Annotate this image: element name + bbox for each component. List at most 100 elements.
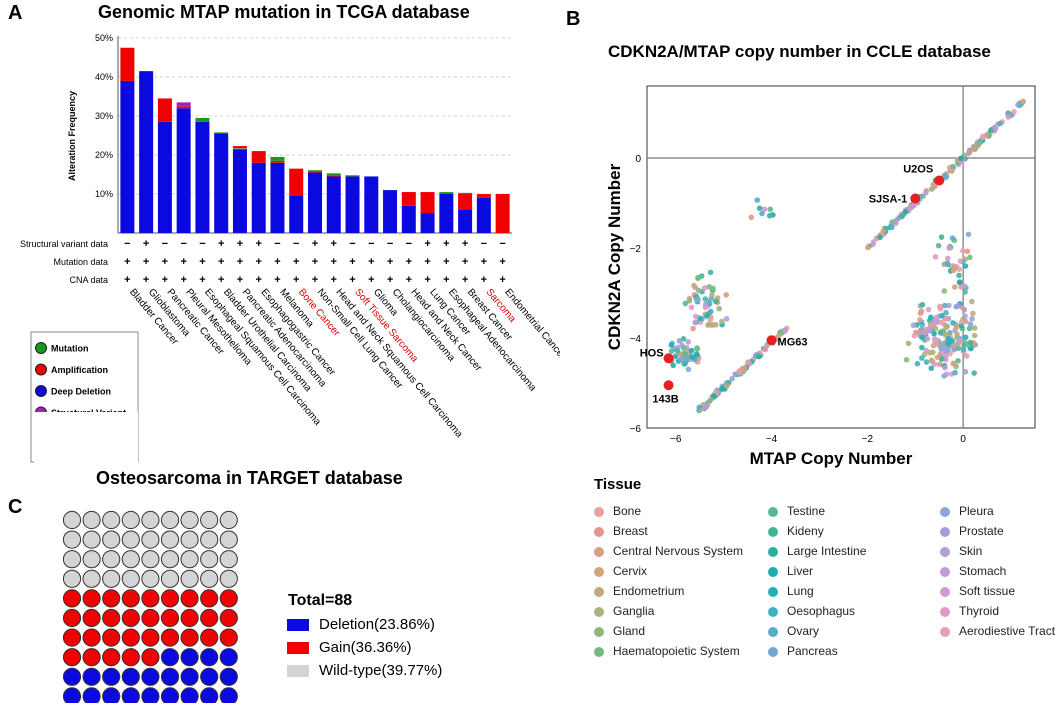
scatter-point	[967, 339, 974, 346]
tissue-legend-item: Testine	[768, 504, 825, 518]
waffle-legend-item: Deletion(23.86%)	[287, 616, 435, 633]
highlight-point	[766, 335, 777, 346]
legend-swatch	[287, 642, 309, 655]
tissue-color-dot	[940, 506, 950, 517]
table-value: +	[143, 274, 149, 286]
table-row-label: Mutation data	[53, 257, 108, 267]
table-value: +	[331, 256, 337, 268]
wild-type-cell	[180, 510, 199, 530]
wild-type-cell	[82, 569, 101, 588]
bar-deep-deletion	[401, 205, 416, 233]
scatter-point	[711, 393, 717, 399]
scatter-point	[880, 228, 887, 234]
deletion-cell	[141, 667, 160, 686]
scatter-point	[955, 302, 962, 309]
gain-cell	[219, 589, 238, 608]
scatter-point	[919, 301, 926, 308]
tissue-label: Ganglia	[613, 604, 655, 618]
osteosarcoma-waffle	[62, 510, 238, 703]
wild-type-cell	[141, 550, 160, 569]
table-value: +	[312, 274, 318, 286]
table-value: +	[218, 274, 224, 286]
gain-cell	[180, 628, 199, 647]
scatter-point	[1011, 108, 1017, 115]
bar-deep-deletion	[270, 162, 285, 233]
bar-mutation	[308, 170, 322, 172]
scatter-point	[691, 282, 697, 289]
scatter-point	[955, 345, 962, 352]
highlight-label: 143B	[652, 393, 678, 405]
scatter-point	[923, 359, 930, 365]
table-value: +	[124, 256, 130, 268]
tissue-legend-item: Stomach	[940, 564, 1006, 578]
wild-type-cell	[141, 530, 160, 549]
scatter-point	[736, 370, 743, 376]
scatter-point	[696, 404, 703, 411]
tissue-label: Cervix	[613, 564, 648, 578]
tissue-legend-item: Ganglia	[594, 604, 654, 618]
scatter-point	[928, 357, 935, 364]
tissue-legend-item: Thyroid	[940, 604, 999, 618]
highlight-point	[934, 175, 945, 186]
scatter-point	[969, 315, 975, 322]
gain-cell	[102, 608, 121, 628]
table-value: +	[387, 256, 393, 268]
table-value: +	[424, 238, 430, 250]
scatter-point	[686, 298, 693, 304]
scatter-point	[902, 208, 909, 215]
wild-type-cell	[102, 569, 121, 588]
wild-type-cell	[62, 569, 82, 588]
tissue-label: Skin	[959, 544, 983, 558]
scatter-point	[755, 353, 762, 359]
bar-amplification	[458, 194, 473, 210]
tissue-label: Aerodiestive Tract	[959, 624, 1056, 638]
gain-cell	[121, 608, 140, 628]
scatter-point	[961, 283, 967, 289]
table-value: −	[180, 238, 186, 250]
table-value: +	[218, 238, 224, 250]
deletion-cell	[121, 667, 140, 686]
panel-c-title: Osteosarcoma in TARGET database	[96, 468, 403, 488]
scatter-point	[971, 325, 978, 331]
y-tick-label: −4	[630, 334, 642, 345]
wild-type-cell	[121, 569, 140, 588]
scatter-point	[910, 322, 917, 329]
gain-cell	[62, 589, 82, 608]
scatter-point	[962, 263, 969, 269]
scatter-point	[938, 319, 945, 326]
table-value: +	[143, 238, 149, 250]
bar-amplification	[232, 146, 247, 148]
table-value: +	[312, 238, 318, 250]
tissue-legend-title: Tissue	[594, 476, 642, 493]
legend-dot	[35, 342, 47, 354]
scatter-point	[992, 125, 999, 132]
table-value: +	[387, 274, 393, 286]
deletion-cell	[200, 648, 219, 667]
table-value: +	[462, 256, 468, 268]
legend-swatch	[287, 665, 309, 678]
x-tick-label: 0	[960, 434, 966, 445]
scatter-point	[682, 350, 688, 357]
bar-mutation	[214, 132, 229, 134]
tissue-label: Pleura	[959, 504, 994, 518]
deletion-cell	[180, 648, 199, 667]
scatter-point	[951, 360, 957, 367]
bar-deep-deletion	[289, 195, 304, 233]
table-value: +	[180, 274, 186, 286]
table-value: +	[255, 256, 261, 268]
tissue-label: Bone	[613, 504, 642, 518]
scatter-point	[732, 371, 738, 377]
highlight-label: U2OS	[903, 164, 933, 176]
waffle-legend-label: Gain(36.36%)	[319, 639, 412, 656]
table-value: +	[406, 256, 412, 268]
table-value: +	[424, 256, 430, 268]
deletion-cell	[200, 667, 219, 686]
tissue-legend-item: Liver	[768, 564, 813, 578]
bar-amplification	[251, 151, 266, 163]
deletion-cell	[62, 667, 82, 686]
scatter-point	[957, 338, 964, 345]
tissue-label: Haematopoietic System	[613, 644, 740, 658]
table-value: +	[499, 256, 505, 268]
scatter-point	[1005, 110, 1011, 116]
tissue-label: Central Nervous System	[613, 544, 744, 558]
